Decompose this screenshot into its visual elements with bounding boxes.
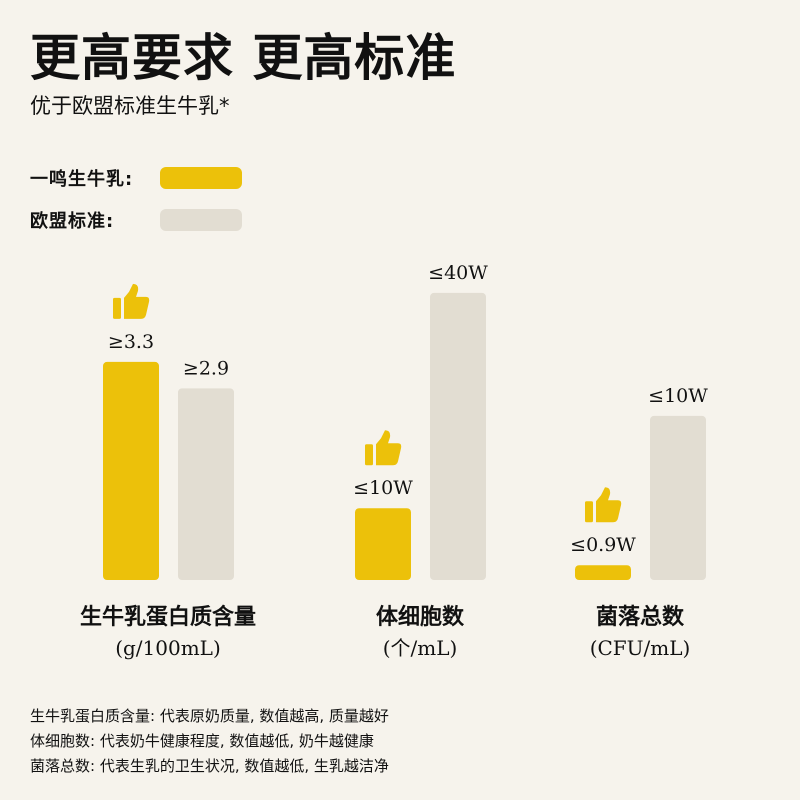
thumbs-up-icon	[365, 430, 402, 466]
legend-swatch-yiming	[160, 167, 242, 189]
page-title: 更高要求 更高标准	[30, 29, 457, 87]
thumbs-up-icon	[585, 487, 622, 523]
legend-swatch-eu	[160, 209, 242, 231]
page-subtitle: 优于欧盟标准生牛乳*	[30, 94, 230, 118]
data-label-eu-1: ≤40W	[428, 262, 488, 284]
legend: 一鸣生牛乳: 欧盟标准:	[30, 160, 242, 244]
data-label-yiming-2: ≤0.9W	[570, 534, 636, 556]
footnote-protein: 生牛乳蛋白质含量: 代表原奶质量, 数值越高, 质量越好	[30, 707, 389, 725]
bar-eu-0	[178, 388, 234, 580]
data-label-yiming-0: ≥3.3	[108, 331, 154, 353]
data-label-eu-0: ≥2.9	[183, 357, 229, 379]
footnote-colonies: 菌落总数: 代表生乳的卫生状况, 数值越低, 生乳越洁净	[30, 757, 389, 775]
bar-eu-2	[650, 415, 706, 580]
footnotes: 生牛乳蛋白质含量: 代表原奶质量, 数值越高, 质量越好 体细胞数: 代表奶牛健…	[30, 704, 389, 779]
category-unit-1: (个/mL)	[383, 636, 458, 660]
data-label-yiming-1: ≤10W	[353, 477, 413, 499]
category-label-0: 生牛乳蛋白质含量	[80, 604, 256, 630]
legend-label-eu: 欧盟标准:	[30, 211, 115, 232]
bar-eu-1	[430, 292, 486, 580]
bar-yiming-0	[103, 361, 159, 580]
legend-item-yiming: 一鸣生牛乳:	[30, 160, 242, 196]
legend-item-eu: 欧盟标准:	[30, 202, 242, 238]
bar-yiming-1	[355, 508, 411, 580]
category-unit-0: (g/100mL)	[115, 636, 221, 660]
legend-label-yiming: 一鸣生牛乳:	[30, 169, 134, 190]
category-unit-2: (CFU/mL)	[590, 636, 691, 660]
bar-yiming-2	[575, 565, 631, 580]
data-label-eu-2: ≤10W	[648, 385, 708, 407]
category-label-1: 体细胞数	[376, 604, 465, 630]
category-label-2: 菌落总数	[596, 604, 685, 630]
footnote-somatic-cells: 体细胞数: 代表奶牛健康程度, 数值越低, 奶牛越健康	[30, 732, 374, 750]
thumbs-up-icon	[113, 283, 150, 319]
